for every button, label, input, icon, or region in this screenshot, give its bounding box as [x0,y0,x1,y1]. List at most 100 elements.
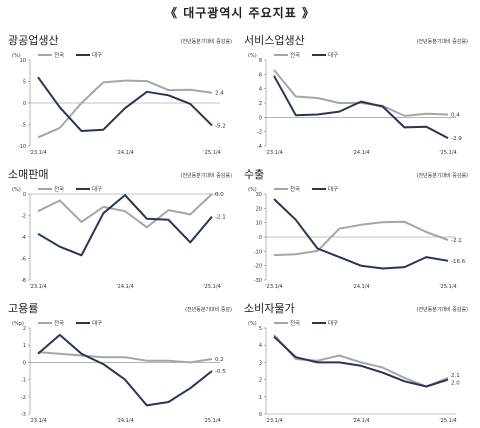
y-tick-label: -1 [21,378,26,384]
chart-note: (전년동분기대비 증감률) [416,173,469,179]
x-tick-label: '23.1/4 [29,284,46,290]
end-value-label: -16.6 [451,259,466,265]
end-value-label: 2.4 [215,91,224,97]
y-tick-label: 0 [23,101,26,107]
chart-title: 광공업생산 [8,34,59,47]
y-tick-label: 30 [256,192,262,198]
y-tick-label: 10 [256,221,262,227]
y-tick-label: 0 [259,115,262,121]
y-unit-label: (%) [12,53,21,59]
x-tick-label: '25.1/4 [439,418,456,424]
y-tick-label: -20 [254,264,262,270]
chart-panel: 광공업생산 (전년동분기대비 증감률) (%) 전국 대구 -10 -5 0 5 10 '23.… [8,32,238,160]
series-line-nation [37,193,213,229]
series-line-nation [273,334,449,388]
y-tick-label: 1 [23,343,26,349]
x-tick-label: '23.1/4 [265,284,282,290]
y-tick-label: 20 [256,206,262,212]
y-tick-label: 0 [23,360,26,366]
legend-daegu-label: 대구 [92,51,102,59]
line-chart: (%) 전국 대구 -10 -5 0 5 10 '23.1/4 '24.1/4 '25.1/4 2.4… [12,51,226,156]
legend-daegu-label: 대구 [328,185,338,193]
legend-daegu-label: 대구 [328,319,338,327]
y-tick-label: 8 [259,58,262,64]
legend-nation-label: 전국 [290,51,300,59]
x-tick-label: '23.1/4 [265,150,282,156]
y-tick-label: 1 [259,395,262,401]
x-tick-label: '25.1/4 [439,150,456,156]
x-tick-label: '24.1/4 [116,150,133,156]
chart-note: (전년동분기대비 증감률) [416,307,469,313]
chart-panel: 고용률 (전년동분기대비 증감) (%p) 전국 대구 -3 -2 -1 0 1 2 '23.1/… [8,300,238,428]
x-tick-label: '23.1/4 [265,418,282,424]
series-line-daegu [273,335,449,388]
series-line-nation [273,220,449,257]
x-tick-label: '25.1/4 [439,284,456,290]
series-line-nation [37,351,213,364]
chart-title: 소매판매 [8,168,49,181]
series-line-nation [273,69,449,117]
y-unit-label: (%) [248,53,257,59]
y-tick-label: 10 [20,58,26,64]
x-tick-label: '23.1/4 [29,418,46,424]
chart-note: (전년동분기대비 증감률) [416,39,469,45]
y-tick-label: -6 [21,257,26,263]
series-line-nation [37,79,213,139]
legend-daegu-label: 대구 [92,185,102,193]
chart-panel: 소비자물가 (전년동분기대비 증감률) (%) 전국 대구 0 1 2 3 4 5 '23.1/4… [244,300,474,428]
chart-panel: 소매판매 (전년동분기대비 증감률) (%) 전국 대구 -8 -6 -4 -2 0 '23.1… [8,166,238,294]
line-chart: (%) 전국 대구 0 1 2 3 4 5 '23.1/4 '24.1/4 '25.1/4 2.1 2.0 [248,319,460,424]
y-tick-label: 0 [259,235,262,241]
legend-nation-label: 전국 [54,319,64,327]
end-value-label: 0.2 [215,357,224,363]
end-value-label: 2.1 [451,373,460,379]
y-tick-label: -10 [18,144,26,150]
y-tick-label: 0 [23,192,26,198]
y-tick-label: -5 [21,123,26,129]
line-chart: (%) 전국 대구 -8 -6 -4 -2 0 '23.1/4 '24.1/4 '25.1/4 0.0… [12,185,226,290]
chart-title: 고용률 [8,302,39,315]
series-line-daegu [37,194,213,257]
y-tick-label: 0 [259,412,262,418]
y-tick-label: -30 [254,278,262,284]
y-tick-label: 4 [259,343,262,349]
y-unit-label: (%) [248,187,257,193]
legend-nation-label: 전국 [290,319,300,327]
x-tick-label: '24.1/4 [352,418,369,424]
x-tick-label: '24.1/4 [352,284,369,290]
chart-panel: 수출 (전년동분기대비 증감률) (%) 전국 대구 -30 -20 -10 0 10 20 30… [244,166,474,294]
end-value-label: -2.1 [215,215,226,221]
page-title: 《 대구광역시 주요지표 》 [165,6,315,20]
y-tick-label: 4 [259,87,262,93]
end-value-label: -2.1 [451,238,462,244]
end-value-label: -2.9 [451,136,462,142]
chart-note: (전년동분기대비 증감률) [180,39,233,45]
y-tick-label: 6 [259,72,262,78]
chart-title: 서비스업생산 [244,34,305,47]
y-tick-label: 3 [259,360,262,366]
series-line-daegu [273,75,449,139]
chart-title: 소비자물가 [244,302,295,315]
legend-nation-label: 전국 [290,185,300,193]
chart-panel: 서비스업생산 (전년동분기대비 증감률) (%) 전국 대구 -4 -2 0 2 4 6 8 '23… [244,32,474,160]
x-tick-label: '24.1/4 [116,418,133,424]
legend-nation-label: 전국 [54,185,64,193]
x-tick-label: '23.1/4 [29,150,46,156]
y-tick-label: -10 [254,249,262,255]
legend-daegu-label: 대구 [328,51,338,59]
legend-nation-label: 전국 [54,51,64,59]
y-tick-label: 2 [23,326,26,332]
end-value-label: 0.4 [451,112,460,118]
y-tick-label: 5 [23,80,26,86]
y-tick-label: -8 [21,278,26,284]
end-value-label: 2.0 [451,381,460,387]
y-tick-label: -2 [21,395,26,401]
series-line-daegu [273,198,449,270]
y-unit-label: (%) [248,321,257,327]
series-line-daegu [37,333,213,407]
y-tick-label: 2 [259,101,262,107]
end-value-label: -5.2 [215,123,226,129]
chart-title: 수출 [244,168,265,181]
y-tick-label: -2 [21,214,26,220]
chart-note: (전년동분기대비 증감) [185,307,232,313]
